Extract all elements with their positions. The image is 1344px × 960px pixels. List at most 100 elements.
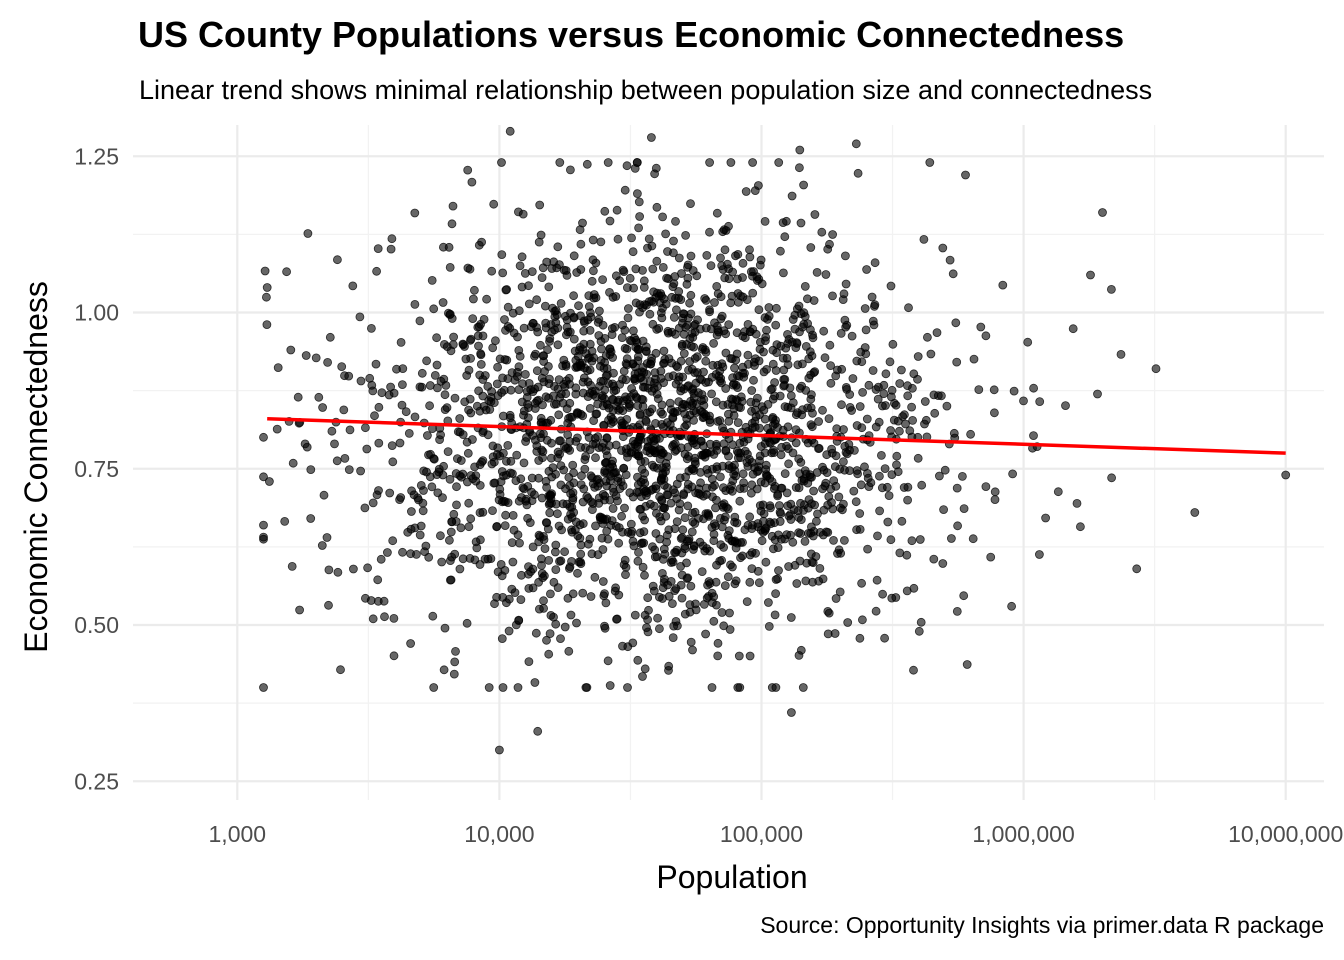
- data-point: [703, 468, 713, 478]
- data-point: [998, 280, 1008, 290]
- data-point: [787, 191, 797, 201]
- data-point: [788, 315, 798, 324]
- data-point: [658, 409, 667, 419]
- data-point: [630, 610, 640, 620]
- data-point: [738, 551, 747, 561]
- data-point: [745, 512, 755, 522]
- data-point: [712, 281, 722, 291]
- data-point: [796, 498, 805, 508]
- data-point: [657, 400, 667, 410]
- data-point: [752, 484, 762, 494]
- data-point: [1107, 284, 1116, 294]
- data-point: [605, 216, 615, 226]
- data-point: [614, 590, 624, 600]
- data-point: [742, 458, 752, 467]
- data-point: [345, 425, 355, 435]
- data-point: [576, 239, 586, 249]
- data-point: [757, 536, 767, 546]
- data-point: [488, 452, 498, 462]
- data-point: [640, 664, 650, 674]
- data-point: [503, 302, 513, 312]
- data-point: [377, 388, 387, 398]
- data-point: [676, 562, 685, 571]
- data-point: [476, 359, 486, 369]
- data-point: [495, 484, 505, 494]
- data-point: [669, 279, 679, 289]
- data-point: [826, 378, 836, 388]
- data-point: [713, 651, 723, 661]
- data-point: [675, 499, 685, 509]
- data-point: [538, 263, 548, 273]
- data-point: [821, 270, 831, 279]
- data-point: [576, 549, 586, 559]
- data-point: [639, 276, 649, 286]
- data-point: [578, 497, 588, 507]
- data-point: [452, 454, 462, 464]
- data-point: [631, 342, 641, 352]
- data-point: [709, 529, 719, 539]
- data-point: [852, 356, 862, 366]
- data-point: [921, 415, 931, 425]
- data-point: [621, 570, 630, 579]
- data-point: [660, 574, 669, 584]
- data-point: [640, 570, 649, 580]
- data-point: [1098, 208, 1107, 217]
- data-point: [540, 544, 550, 553]
- data-point: [487, 266, 497, 276]
- data-point: [874, 382, 883, 392]
- data-point: [808, 333, 818, 343]
- data-point: [581, 349, 591, 359]
- data-point: [843, 618, 853, 627]
- data-point: [609, 368, 618, 378]
- data-point: [951, 318, 961, 328]
- data-point: [923, 332, 932, 342]
- data-point: [689, 321, 699, 331]
- data-point: [739, 478, 748, 488]
- data-point: [562, 270, 572, 280]
- data-point: [466, 408, 476, 418]
- data-point: [478, 331, 488, 341]
- data-point: [506, 456, 516, 466]
- data-point: [725, 608, 734, 618]
- trend-line-group: [267, 417, 1286, 455]
- data-point: [501, 510, 511, 520]
- data-point: [764, 622, 774, 631]
- data-point: [565, 481, 574, 491]
- data-point: [425, 401, 435, 411]
- data-point: [620, 185, 630, 195]
- data-point: [481, 405, 491, 415]
- data-point: [721, 446, 731, 456]
- data-point: [697, 567, 707, 576]
- data-point: [747, 423, 757, 433]
- data-point: [837, 364, 847, 374]
- chart-subtitle: Linear trend shows minimal relationship …: [139, 75, 1153, 105]
- data-point: [544, 556, 554, 565]
- data-point: [545, 374, 554, 384]
- data-point: [679, 384, 689, 394]
- data-point: [1019, 396, 1028, 406]
- data-point: [651, 348, 661, 358]
- data-point: [618, 432, 628, 442]
- data-point: [537, 273, 547, 283]
- data-point: [613, 234, 623, 244]
- data-point: [716, 292, 726, 302]
- data-point: [655, 624, 664, 634]
- data-point: [556, 480, 566, 490]
- data-point: [467, 435, 477, 444]
- data-point: [442, 403, 452, 413]
- data-point: [712, 600, 721, 610]
- data-point: [469, 285, 479, 295]
- data-point: [443, 447, 453, 457]
- data-point: [1035, 397, 1045, 407]
- data-point: [728, 380, 738, 390]
- data-point: [264, 477, 274, 486]
- data-point: [634, 223, 643, 233]
- y-tick-label: 0.25: [74, 768, 119, 794]
- data-point: [659, 346, 669, 356]
- trend-line: [267, 417, 1286, 455]
- data-point: [512, 450, 522, 460]
- data-point: [672, 305, 681, 315]
- data-point: [839, 457, 848, 467]
- data-point: [952, 357, 962, 367]
- data-point: [1041, 513, 1050, 523]
